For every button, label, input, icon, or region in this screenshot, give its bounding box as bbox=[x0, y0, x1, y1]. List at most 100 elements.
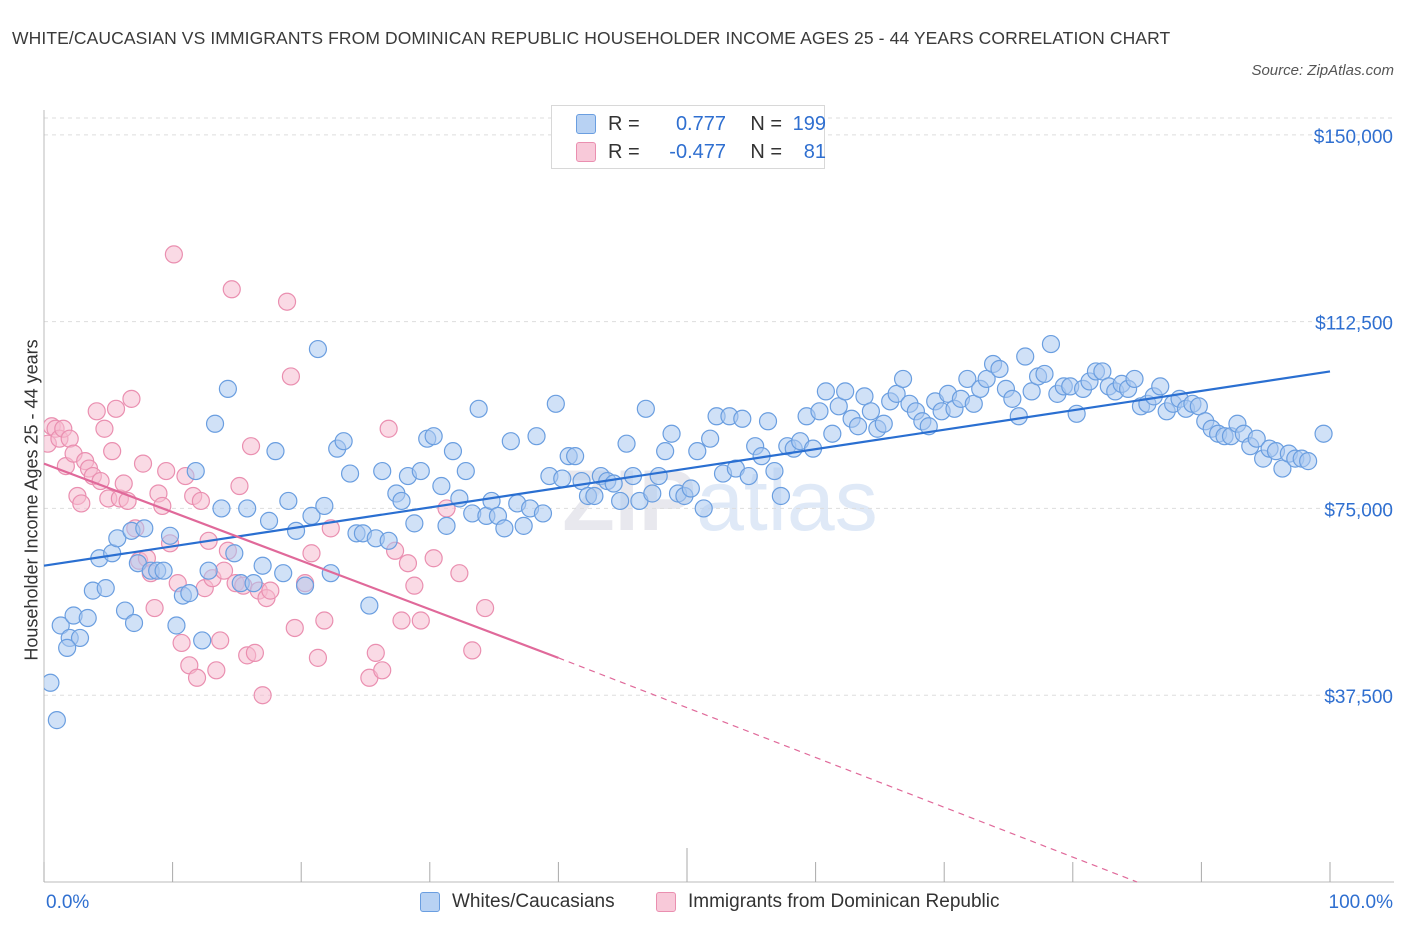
y-tick-label: $112,500 bbox=[1315, 314, 1393, 335]
point-whites bbox=[1189, 397, 1208, 416]
point-dominican bbox=[172, 633, 191, 653]
chart-title: WHITE/CAUCASIAN VS IMMIGRANTS FROM DOMIN… bbox=[12, 28, 1171, 48]
point-dominican bbox=[405, 576, 424, 595]
point-whites bbox=[1093, 362, 1112, 381]
point-whites bbox=[205, 414, 225, 433]
stats-legend-row-dominican: R = -0.477 N = 81 bbox=[576, 140, 826, 164]
point-dominican bbox=[315, 611, 334, 630]
point-dominican bbox=[308, 648, 328, 667]
point-whites bbox=[432, 476, 451, 496]
point-whites bbox=[604, 474, 623, 493]
point-whites bbox=[295, 576, 315, 595]
point-whites bbox=[829, 397, 848, 416]
point-whites bbox=[1125, 369, 1144, 389]
point-whites bbox=[124, 613, 144, 633]
point-whites bbox=[1022, 382, 1041, 401]
point-dominican bbox=[379, 419, 398, 438]
point-whites bbox=[495, 519, 514, 538]
point-whites bbox=[836, 382, 855, 401]
point-whites bbox=[681, 479, 700, 498]
point-whites bbox=[1247, 429, 1266, 448]
point-dominican bbox=[277, 292, 297, 311]
point-dominican bbox=[463, 641, 482, 660]
point-dominican bbox=[373, 661, 392, 680]
point-dominican bbox=[164, 245, 183, 264]
point-whites bbox=[218, 379, 237, 398]
point-dominican bbox=[253, 686, 272, 705]
point-whites bbox=[855, 387, 874, 406]
point-dominican bbox=[60, 429, 79, 448]
point-dominican bbox=[392, 611, 411, 630]
r-value: -0.477 bbox=[669, 140, 726, 163]
point-whites bbox=[340, 464, 360, 483]
point-whites bbox=[238, 499, 257, 518]
point-whites bbox=[848, 417, 868, 436]
point-whites bbox=[308, 339, 328, 359]
point-whites bbox=[810, 402, 829, 421]
x-tick-label: 0.0% bbox=[46, 892, 89, 913]
point-whites bbox=[1009, 407, 1028, 426]
n-label: N = bbox=[750, 140, 782, 163]
point-whites bbox=[70, 628, 90, 648]
point-whites bbox=[286, 521, 306, 540]
point-whites bbox=[443, 442, 463, 461]
point-dominican bbox=[222, 280, 241, 299]
y-tick-label: $150,000 bbox=[1314, 127, 1393, 148]
point-whites bbox=[611, 491, 630, 511]
point-dominican bbox=[191, 491, 210, 511]
point-whites bbox=[643, 484, 662, 503]
r-value: 0.777 bbox=[675, 112, 726, 135]
point-dominican bbox=[122, 389, 141, 408]
point-whites bbox=[225, 544, 244, 563]
point-whites bbox=[861, 402, 880, 421]
point-whites bbox=[1151, 377, 1170, 396]
point-dominican bbox=[302, 544, 321, 563]
trendline-whites bbox=[43, 370, 1331, 567]
stats-legend: R = 0.777 N = 199 R = -0.477 N = 81 bbox=[551, 105, 826, 169]
point-whites bbox=[1314, 424, 1333, 443]
source-label: Source: ZipAtlas.com bbox=[1251, 62, 1394, 79]
n-value: 199 bbox=[792, 112, 826, 135]
legend-swatch-whites bbox=[576, 114, 596, 134]
point-dominican bbox=[157, 461, 176, 481]
point-dominican bbox=[95, 419, 114, 438]
point-whites bbox=[44, 673, 60, 692]
x-tick-label: 100.0% bbox=[1329, 892, 1394, 913]
series-swatch-dominican bbox=[656, 892, 676, 912]
point-dominican bbox=[103, 442, 122, 461]
point-whites bbox=[514, 516, 533, 535]
y-tick-label: $75,000 bbox=[1324, 500, 1393, 521]
point-whites bbox=[656, 442, 675, 461]
point-whites bbox=[360, 596, 379, 615]
point-whites bbox=[758, 412, 778, 431]
point-whites bbox=[253, 556, 272, 575]
series-legend-item-dominican[interactable]: Immigrants from Dominican Republic bbox=[656, 891, 1000, 913]
point-whites bbox=[662, 424, 681, 443]
point-whites bbox=[58, 638, 77, 657]
point-whites bbox=[469, 399, 488, 418]
point-dominican bbox=[133, 454, 153, 473]
point-whites bbox=[78, 608, 97, 628]
series-legend-item-whites[interactable]: Whites/Caucasians bbox=[420, 891, 615, 913]
point-whites bbox=[964, 394, 983, 413]
point-whites bbox=[96, 579, 115, 598]
point-whites bbox=[823, 424, 842, 443]
point-whites bbox=[874, 414, 893, 433]
point-whites bbox=[1003, 389, 1022, 408]
point-whites bbox=[585, 486, 604, 506]
n-value: 81 bbox=[803, 140, 826, 163]
series-legend-label: Whites/Caucasians bbox=[452, 891, 615, 912]
point-whites bbox=[135, 519, 154, 538]
point-whites bbox=[765, 461, 784, 481]
point-dominican bbox=[211, 631, 230, 650]
point-whites bbox=[266, 442, 285, 461]
point-dominican bbox=[245, 643, 265, 662]
point-whites bbox=[1299, 452, 1318, 471]
point-dominican bbox=[207, 661, 226, 680]
point-whites bbox=[167, 616, 186, 635]
point-whites bbox=[115, 601, 135, 620]
point-dominican bbox=[261, 581, 280, 600]
point-whites bbox=[739, 466, 758, 486]
point-whites bbox=[566, 447, 585, 466]
point-whites bbox=[456, 461, 475, 481]
